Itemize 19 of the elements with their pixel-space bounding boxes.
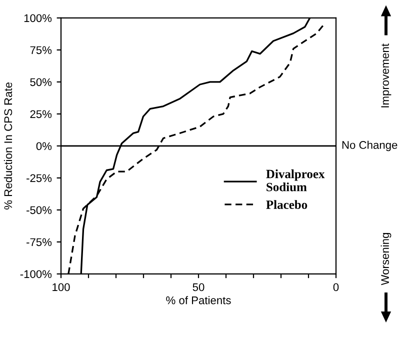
y-tick-label: 50% (30, 78, 52, 86)
y-tick-label: 0% (36, 142, 52, 150)
y-tick-label: -50% (26, 206, 52, 214)
y-tick-label: -25% (26, 174, 52, 182)
x-tick-label: 0 (333, 283, 339, 292)
y-tick-label: 75% (30, 46, 52, 54)
y-axis-title: % Reduction In CPS Rate (4, 82, 12, 210)
y-tick-label: 100% (24, 14, 52, 22)
x-tick-label: 100 (52, 283, 70, 292)
y-tick-label: 25% (30, 110, 52, 118)
text: Worsening (380, 233, 392, 286)
x-axis-title: % of Patients (166, 296, 231, 304)
text: Improvement (381, 44, 392, 108)
x-tick-label: 50 (192, 283, 204, 292)
y-tick-label: -100% (20, 270, 52, 278)
legend-label: Divalproex Sodium (266, 169, 325, 192)
legend-label: Placebo (266, 200, 308, 209)
ref-line-label: No Change (342, 140, 398, 152)
y-tick-label: -75% (26, 238, 52, 246)
